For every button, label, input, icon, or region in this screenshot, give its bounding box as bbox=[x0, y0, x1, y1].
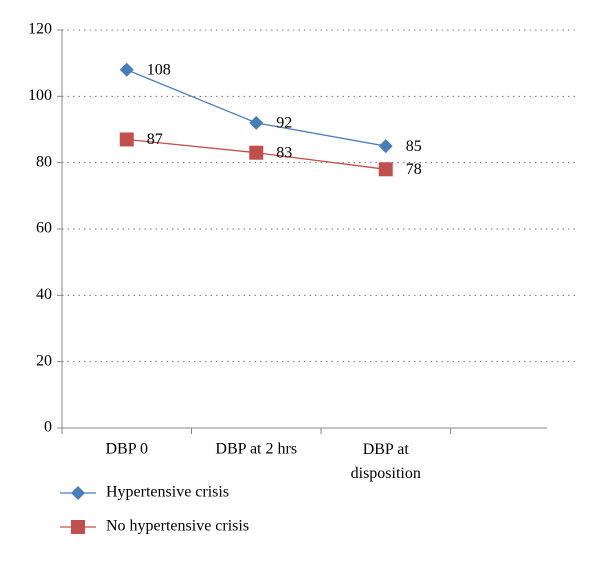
data-label: 85 bbox=[406, 138, 422, 155]
y-tick-label: 20 bbox=[36, 352, 52, 369]
data-label: 87 bbox=[147, 131, 163, 148]
data-label: 92 bbox=[276, 115, 292, 132]
x-tick-label: DBP at 2 hrs bbox=[215, 441, 297, 458]
data-label: 108 bbox=[147, 61, 171, 78]
legend-marker bbox=[71, 486, 85, 500]
y-tick-label: 40 bbox=[36, 286, 52, 303]
data-point bbox=[119, 132, 134, 147]
data-point bbox=[378, 162, 393, 177]
y-tick-label: 100 bbox=[28, 87, 52, 104]
data-point bbox=[249, 145, 264, 160]
data-point bbox=[378, 139, 393, 154]
series-line bbox=[126, 69, 386, 147]
legend-label: No hypertensive crisis bbox=[106, 518, 249, 535]
y-tick-label: 120 bbox=[28, 21, 52, 38]
data-label: 78 bbox=[406, 161, 422, 178]
y-tick-label: 0 bbox=[44, 419, 52, 436]
legend-marker bbox=[71, 520, 85, 534]
x-tick-label: DBP 0 bbox=[105, 441, 148, 458]
x-tick-label: DBP at disposition bbox=[351, 441, 421, 482]
data-label: 83 bbox=[276, 144, 292, 161]
legend-label: Hypertensive crisis bbox=[106, 484, 229, 501]
y-tick-label: 80 bbox=[36, 153, 52, 170]
y-tick-label: 60 bbox=[36, 220, 52, 237]
data-point bbox=[119, 62, 134, 77]
data-point bbox=[249, 115, 264, 130]
